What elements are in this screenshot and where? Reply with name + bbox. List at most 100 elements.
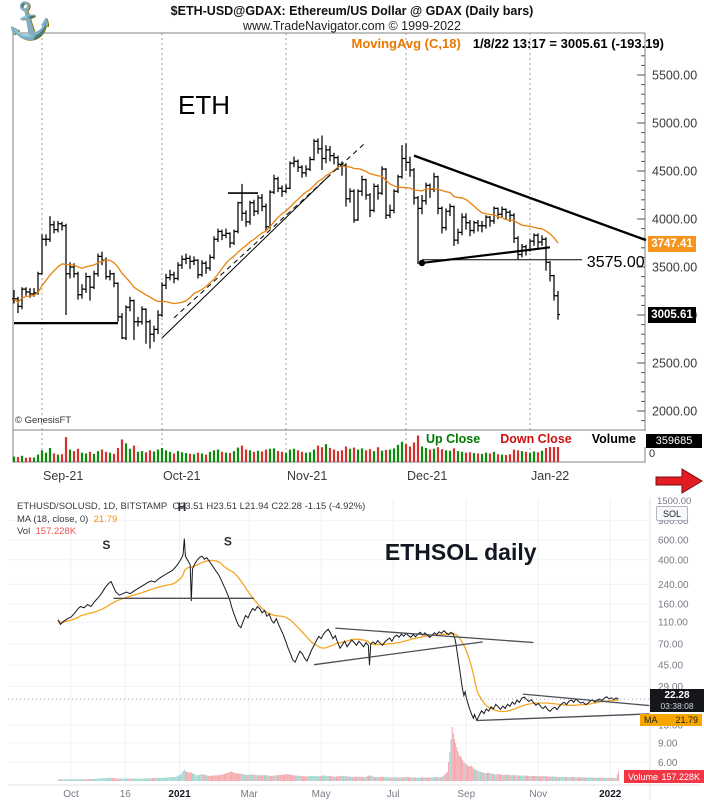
bottom-chart-plot[interactable]: 900.00 600.00 400.00 240.00 160.00 110.00 70.0… [8, 498, 700, 800]
tv-ohlc-values: O23.51 H23.51 L21.94 C22.28 -1.15 (-4.92… [172, 501, 366, 512]
volume-bar [376, 777, 378, 781]
volume-bar [28, 457, 32, 462]
volume-bar [300, 776, 302, 781]
moving-average-line [13, 164, 559, 305]
volume-bar [235, 773, 237, 781]
volume-bar [443, 775, 445, 781]
volume-bar [284, 452, 288, 462]
genesis-copyright: © GenesisFT [15, 415, 72, 426]
volume-bar [433, 777, 435, 781]
volume-bar [279, 774, 281, 781]
volume-bar [547, 776, 549, 781]
volume-bar [417, 777, 419, 781]
volume-bar [210, 775, 212, 781]
volume-legend: Up Close Down Close Volume [426, 431, 646, 447]
volume-bar [282, 774, 284, 781]
volume-bar [494, 774, 496, 781]
volume-bar [214, 775, 216, 781]
volume-bar [221, 774, 223, 781]
volume-bar [276, 775, 278, 781]
volume-bar [588, 777, 590, 781]
volume-bar [82, 779, 84, 781]
volume-bar [364, 450, 368, 462]
volume-bar [552, 444, 556, 462]
volume-bar [436, 447, 440, 462]
volume-bar [319, 775, 321, 781]
volume-bar [451, 727, 453, 781]
volume-bar [325, 775, 327, 781]
tv-legend[interactable]: ETHUSD/SOLUSD, 1D, BITSTAMP O23.51 H23.5… [17, 501, 365, 539]
volume-bar [194, 774, 196, 781]
volume-bar [52, 453, 56, 462]
volume-bar [555, 776, 557, 781]
volume-bar [581, 777, 583, 781]
volume-bar [296, 450, 300, 462]
volume-bar [573, 777, 575, 781]
volume-bar [482, 772, 484, 781]
currency-badge[interactable]: SOL [656, 506, 688, 521]
volume-bar [125, 778, 127, 781]
volume-bar [160, 777, 162, 781]
volume-bar [205, 775, 206, 781]
top-chart-plot[interactable]: 5500.005000.004500.004000.003500.003000.… [12, 32, 703, 494]
volume-bar [536, 452, 540, 462]
volume-bar [196, 452, 200, 462]
volume-bar [100, 449, 104, 462]
volume-bar [68, 779, 70, 781]
price-axis-label: 29.00 [658, 682, 683, 693]
volume-bar [510, 775, 512, 781]
volume-bar [544, 448, 548, 462]
volume-bar [195, 775, 197, 781]
volume-bar [160, 448, 164, 462]
wedge-lower [476, 713, 650, 722]
volume-bar [152, 451, 156, 462]
volume-bar [219, 774, 221, 781]
volume-bar [520, 451, 524, 462]
time-axis-label: 2021 [168, 789, 191, 800]
volume-bar [233, 772, 235, 781]
volume-bar [148, 450, 152, 462]
volume-bar [59, 779, 61, 781]
volume-bar [265, 775, 267, 781]
tv-symbol: ETHUSD/SOLUSD, 1D, BITSTAMP [17, 501, 168, 512]
volume-bar [284, 774, 286, 781]
volume-bar [388, 449, 392, 462]
wedge-upper [522, 693, 650, 707]
volume-bar [392, 448, 396, 462]
volume-bar [583, 777, 585, 781]
volume-bar [602, 777, 604, 781]
volume-bar [236, 773, 238, 781]
volume-bar [272, 775, 274, 781]
volume-bar [58, 779, 60, 781]
volume-bar [180, 774, 182, 781]
volume-bar [386, 777, 388, 781]
volume-bar [295, 775, 297, 781]
forward-arrow-icon [655, 468, 703, 494]
volume-bar [468, 766, 470, 781]
volume-bar [108, 777, 110, 781]
volume-bar [227, 772, 229, 781]
volume-bar [144, 452, 148, 462]
volume-bar [415, 777, 417, 781]
volume-bar [212, 450, 216, 462]
volume-bar [64, 437, 68, 462]
volume-bar [470, 765, 472, 781]
volume-bar [568, 777, 570, 781]
volume-bar [514, 775, 516, 781]
volume-bar [130, 778, 132, 781]
volume-bar [406, 777, 408, 781]
volume-bar [69, 779, 71, 781]
volume-bar [380, 776, 382, 781]
volume-bar [216, 449, 220, 462]
volume-bar [332, 449, 336, 462]
volume-bar [281, 774, 283, 781]
time-axis-label: Nov-21 [287, 469, 327, 483]
volume-bar [373, 776, 375, 781]
volume-bar [384, 449, 388, 462]
volume-bar [313, 775, 315, 781]
volume-bar [610, 777, 612, 781]
volume-bar [124, 443, 128, 462]
tv-vol-value: 157.228K [35, 526, 77, 537]
volume-bar [400, 777, 402, 781]
